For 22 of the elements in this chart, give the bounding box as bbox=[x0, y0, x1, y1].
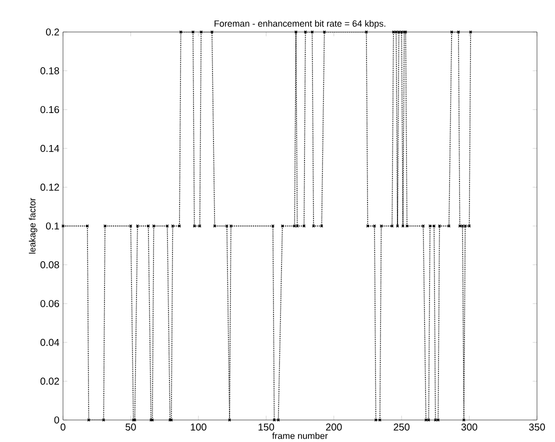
y-tick-label: 0 bbox=[54, 416, 60, 424]
x-tick-label: 0 bbox=[60, 423, 66, 430]
y-tick-label: 0.1 bbox=[46, 222, 60, 230]
x-tick-label: 100 bbox=[190, 423, 206, 430]
y-tick-label: 0.14 bbox=[40, 144, 60, 152]
y-tick-label: 0.18 bbox=[40, 67, 60, 74]
y-tick-label: 0.16 bbox=[40, 106, 60, 113]
x-tick-label: 300 bbox=[461, 423, 478, 430]
y-tick-label: 0.2 bbox=[46, 28, 59, 36]
y-tick-label: 0.08 bbox=[40, 261, 60, 268]
x-axis-title: frame number bbox=[272, 432, 328, 439]
y-tick-label: 0.06 bbox=[40, 300, 60, 307]
x-tick-label: 150 bbox=[258, 423, 274, 430]
x-tick-label: 200 bbox=[326, 423, 342, 430]
x-tick-label: 50 bbox=[126, 423, 136, 430]
x-tick-label: 350 bbox=[529, 423, 545, 430]
y-tick-label: 0.12 bbox=[40, 184, 59, 191]
x-tick-label: 250 bbox=[394, 423, 410, 430]
y-tick-label: 0.02 bbox=[40, 378, 59, 385]
y-tick-label: 0.04 bbox=[40, 338, 60, 346]
chart-title: Foreman - enhancement bit rate = 64 kbps. bbox=[214, 20, 386, 28]
y-axis-title: leakage factor bbox=[28, 198, 38, 254]
